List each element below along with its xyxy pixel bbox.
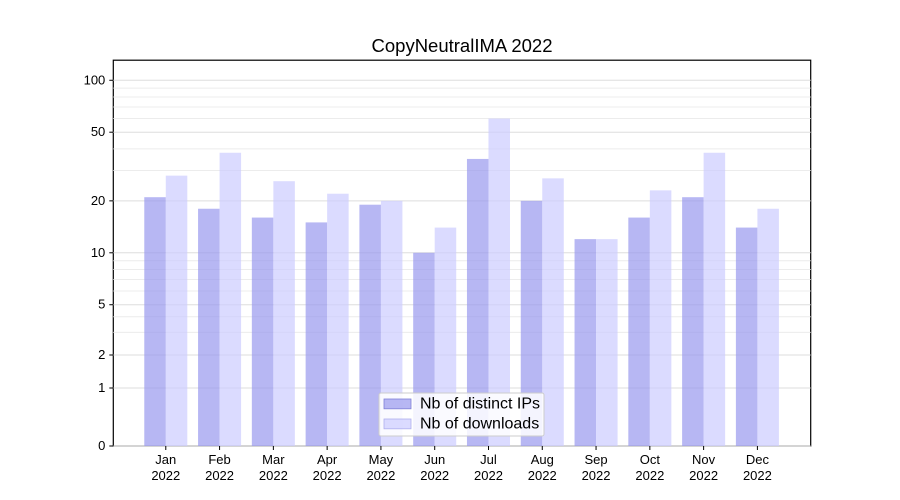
svg-text:2022: 2022: [151, 468, 180, 483]
svg-text:2022: 2022: [635, 468, 664, 483]
svg-text:100: 100: [84, 72, 106, 87]
svg-text:Feb: Feb: [208, 452, 230, 467]
svg-text:Sep: Sep: [584, 452, 607, 467]
svg-text:Mar: Mar: [262, 452, 285, 467]
svg-text:1: 1: [98, 380, 105, 395]
svg-text:50: 50: [91, 124, 105, 139]
svg-text:Nov: Nov: [692, 452, 716, 467]
svg-text:2022: 2022: [420, 468, 449, 483]
svg-text:0: 0: [98, 438, 105, 453]
svg-text:Jan: Jan: [155, 452, 176, 467]
svg-text:10: 10: [91, 245, 105, 260]
svg-text:2022: 2022: [689, 468, 718, 483]
svg-text:May: May: [369, 452, 394, 467]
svg-text:2022: 2022: [474, 468, 503, 483]
svg-text:2022: 2022: [205, 468, 234, 483]
svg-text:Oct: Oct: [640, 452, 661, 467]
svg-text:Jul: Jul: [480, 452, 497, 467]
svg-text:2022: 2022: [582, 468, 611, 483]
svg-text:2: 2: [98, 347, 105, 362]
svg-text:Apr: Apr: [317, 452, 338, 467]
svg-text:2022: 2022: [313, 468, 342, 483]
svg-text:Nb of downloads: Nb of downloads: [420, 415, 539, 432]
svg-text:2022: 2022: [528, 468, 557, 483]
svg-text:Jun: Jun: [424, 452, 445, 467]
svg-text:Dec: Dec: [746, 452, 770, 467]
svg-text:Nb of distinct IPs: Nb of distinct IPs: [420, 395, 540, 412]
svg-text:20: 20: [91, 193, 105, 208]
svg-text:2022: 2022: [366, 468, 395, 483]
svg-text:2022: 2022: [743, 468, 772, 483]
svg-text:Aug: Aug: [531, 452, 554, 467]
svg-text:2022: 2022: [259, 468, 288, 483]
svg-text:5: 5: [98, 297, 105, 312]
